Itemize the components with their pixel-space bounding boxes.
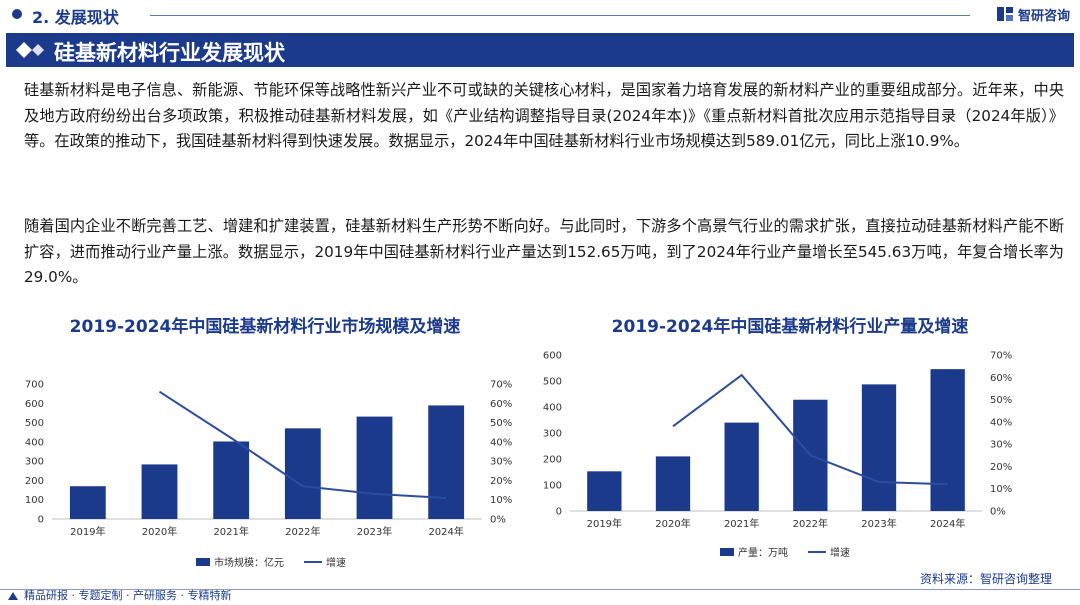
legend-label-bar: 产量：万吨 bbox=[738, 546, 788, 559]
growth-line bbox=[158, 390, 447, 499]
top-bar: 2. 发展现状 智研咨询 bbox=[0, 0, 1080, 30]
y2-tick-label: 0% bbox=[490, 515, 506, 526]
legend-label-bar: 市场规模：亿元 bbox=[214, 556, 284, 569]
y-tick-label: 600 bbox=[543, 351, 562, 362]
y2-tick-label: 60% bbox=[990, 373, 1012, 384]
x-tick-label: 2024年 bbox=[428, 525, 463, 538]
x-tick-label: 2022年 bbox=[793, 517, 828, 530]
bar bbox=[724, 422, 759, 511]
y-tick-label: 200 bbox=[543, 455, 562, 466]
bar bbox=[356, 416, 393, 519]
x-tick-label: 2022年 bbox=[285, 525, 320, 538]
y2-tick-label: 30% bbox=[490, 457, 512, 468]
bar bbox=[213, 441, 250, 519]
y2-tick-label: 20% bbox=[990, 462, 1012, 473]
y-tick-label: 0 bbox=[38, 515, 44, 526]
bar bbox=[428, 405, 465, 519]
x-tick-label: 2020年 bbox=[655, 517, 690, 530]
y-tick-label: 500 bbox=[543, 377, 562, 388]
y-tick-label: 0 bbox=[556, 507, 562, 518]
top-divider bbox=[150, 15, 970, 16]
y2-tick-label: 50% bbox=[990, 395, 1012, 406]
y-tick-label: 200 bbox=[25, 476, 44, 487]
y2-tick-label: 70% bbox=[490, 380, 512, 391]
y2-tick-label: 70% bbox=[990, 351, 1012, 362]
bar bbox=[141, 464, 178, 519]
bar bbox=[861, 384, 897, 511]
bar bbox=[69, 486, 106, 519]
x-tick-label: 2020年 bbox=[142, 525, 177, 538]
y-tick-label: 600 bbox=[25, 399, 44, 410]
y2-tick-label: 10% bbox=[990, 484, 1012, 495]
production-paragraph: 随着国内企业不断完善工艺、增建和扩建装置，硅基新材料生产形势不断向好。与此同时，… bbox=[24, 217, 1064, 286]
legend-swatch-bar bbox=[720, 548, 734, 556]
x-tick-label: 2023年 bbox=[861, 517, 896, 530]
footer-tagline-text: 精品研报 · 专题定制 · 产研服务 · 专精特新 bbox=[24, 589, 232, 602]
zhiyan-logo-icon bbox=[996, 7, 1013, 21]
legend-label-line: 增速 bbox=[830, 546, 850, 559]
y-tick-label: 100 bbox=[543, 481, 562, 492]
y-tick-label: 400 bbox=[25, 437, 44, 448]
y2-tick-label: 10% bbox=[490, 495, 512, 506]
page-title: 硅基新材料行业发展现状 bbox=[54, 41, 285, 65]
x-tick-label: 2023年 bbox=[357, 525, 392, 538]
y-tick-label: 300 bbox=[543, 429, 562, 440]
title-band: 硅基新材料行业发展现状 bbox=[6, 33, 1074, 67]
y-tick-label: 300 bbox=[25, 457, 44, 468]
source-note: 资料来源：智研咨询整理 bbox=[919, 572, 1052, 586]
section-bullet-icon bbox=[12, 9, 22, 19]
diamond-bullets-icon bbox=[16, 42, 44, 58]
market-size-chart: 0 100 200 300 400 500 600 700 0% 10% 20% 30% 40% 50% 6… bbox=[25, 380, 512, 570]
growth-line bbox=[672, 373, 948, 486]
x-tick-label: 2021年 bbox=[213, 525, 248, 538]
brand-logo: 智研咨询 bbox=[996, 4, 1070, 24]
footer-tagline: 精品研报 · 专题定制 · 产研服务 · 专精特新 bbox=[8, 587, 231, 603]
logo-text: 智研咨询 bbox=[1017, 8, 1070, 24]
y-tick-label: 100 bbox=[25, 495, 44, 506]
y2-tick-label: 30% bbox=[990, 440, 1012, 451]
legend-swatch-bar bbox=[196, 558, 210, 566]
y2-tick-label: 0% bbox=[990, 507, 1006, 518]
footer-triangle-icon bbox=[8, 592, 18, 600]
y2-tick-label: 20% bbox=[490, 476, 512, 487]
bar bbox=[930, 369, 965, 511]
x-tick-label: 2021年 bbox=[724, 517, 759, 530]
y2-tick-label: 50% bbox=[490, 418, 512, 429]
chart-title-market: 2019-2024年中国硅基新材料行业市场规模及增速 bbox=[69, 317, 461, 337]
output-chart: 0 100 200 300 400 500 600 0% 10% 20% 30% 40% 50% 60% 7… bbox=[543, 351, 1012, 560]
chart-title-output: 2019-2024年中国硅基新材料行业产量及增速 bbox=[611, 317, 969, 337]
y-tick-label: 500 bbox=[25, 418, 44, 429]
y2-tick-label: 40% bbox=[490, 437, 512, 448]
y2-tick-label: 60% bbox=[490, 399, 512, 410]
bar bbox=[587, 471, 622, 511]
intro-paragraph: 硅基新材料是电子信息、新能源、节能环保等战略性新兴产业不可或缺的关键核心材料，是… bbox=[24, 81, 1064, 150]
section-label: 2. 发展现状 bbox=[32, 8, 119, 27]
y-tick-label: 400 bbox=[543, 403, 562, 414]
bar bbox=[655, 456, 691, 511]
legend-label-line: 增速 bbox=[326, 556, 346, 569]
x-tick-label: 2019年 bbox=[587, 517, 622, 530]
footer-divider bbox=[0, 589, 1080, 590]
x-tick-label: 2019年 bbox=[70, 525, 105, 538]
y-tick-label: 700 bbox=[25, 380, 44, 391]
bar bbox=[284, 428, 321, 519]
x-tick-label: 2024年 bbox=[930, 517, 965, 530]
y2-tick-label: 40% bbox=[990, 417, 1012, 428]
